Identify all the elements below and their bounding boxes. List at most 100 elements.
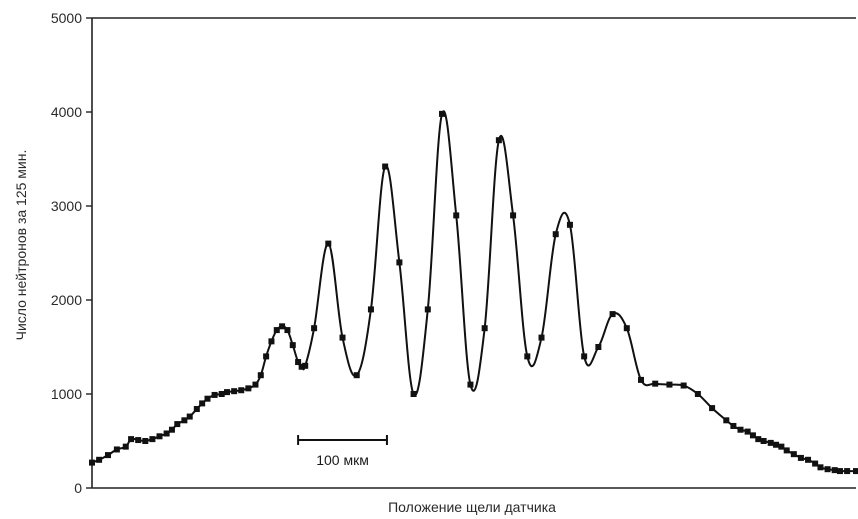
y-ticks: 0 1000 2000 3000 4000 5000 [51,10,92,496]
data-point [238,387,245,394]
data-point [89,459,95,466]
y-tick-label: 4000 [51,104,82,120]
data-point [163,430,170,437]
data-point [298,363,305,370]
data-point [595,344,602,350]
data-point [396,259,403,266]
data-point [680,382,687,389]
data-point [149,436,156,443]
marker-layer [89,110,858,475]
data-point [174,421,181,428]
data-point [837,468,844,475]
data-point [538,334,545,341]
data-point [122,443,129,450]
data-point [382,163,389,170]
data-point [552,231,559,238]
data-point [744,428,751,435]
data-point [467,381,474,388]
axes [91,17,856,489]
data-point [156,433,163,440]
data-point [481,325,488,332]
series-line [91,110,856,473]
data-point [805,456,812,463]
data-point [790,451,797,458]
data-point [737,426,744,433]
data-point [638,376,645,383]
data-point [211,391,218,398]
y-tick-label: 0 [74,480,82,496]
data-point [113,446,120,453]
data-point [694,391,701,397]
data-point [652,380,659,387]
scale-bar-label: 100 мкм [316,452,369,468]
data-point [824,466,831,473]
data-point [778,443,785,450]
data-point [311,325,318,332]
data-point [566,221,573,228]
data-point [510,212,517,219]
x-axis-title: Положение щели датчика [388,499,556,515]
data-point [844,468,851,475]
data-point [268,338,275,345]
data-point [273,327,280,334]
data-point [831,467,838,474]
y-tick-label: 2000 [51,292,82,308]
y-tick-label: 3000 [51,198,82,214]
data-point [749,432,756,439]
data-point [218,391,225,397]
data-point [181,417,188,424]
data-point [302,362,309,369]
data-point [709,405,716,412]
data-point [817,464,824,471]
data-point [142,438,149,444]
series-layer [91,110,856,473]
data-point [581,353,588,360]
data-point [135,437,142,444]
y-tick-label: 5000 [51,10,82,26]
data-point [204,395,211,402]
data-point [279,323,286,330]
scale-bar: 100 мкм [297,435,388,468]
data-point [410,391,417,397]
data-point [623,325,630,332]
data-point [289,342,296,349]
data-point [128,436,135,443]
data-point [325,240,332,247]
data-point [295,359,302,366]
data-point [186,413,193,420]
data-point [424,306,431,313]
data-point [495,137,502,144]
data-point [339,334,346,341]
data-point [797,454,804,461]
data-point [773,441,780,448]
data-point [760,438,767,444]
data-point [723,417,730,424]
data-point [284,327,291,334]
data-point [104,452,111,459]
data-point [666,381,673,388]
data-point [609,311,616,318]
data-point [730,422,737,429]
data-point [245,385,252,392]
data-point [353,372,360,379]
data-point [367,306,374,313]
data-point [168,426,175,433]
data-point [439,110,446,117]
data-point [767,439,774,446]
data-point [224,389,231,396]
data-point [812,460,819,467]
data-point [231,388,238,395]
data-point [257,372,264,379]
y-tick-label: 1000 [51,386,82,402]
data-point [453,212,460,219]
data-point [755,436,762,443]
data-point [252,381,259,388]
data-point [96,456,103,463]
y-axis-title: Число нейтронов за 125 мин. [13,150,29,341]
data-point [853,468,858,475]
data-point [199,400,206,407]
data-point [193,406,200,413]
data-point [263,353,270,360]
data-point [783,447,790,454]
